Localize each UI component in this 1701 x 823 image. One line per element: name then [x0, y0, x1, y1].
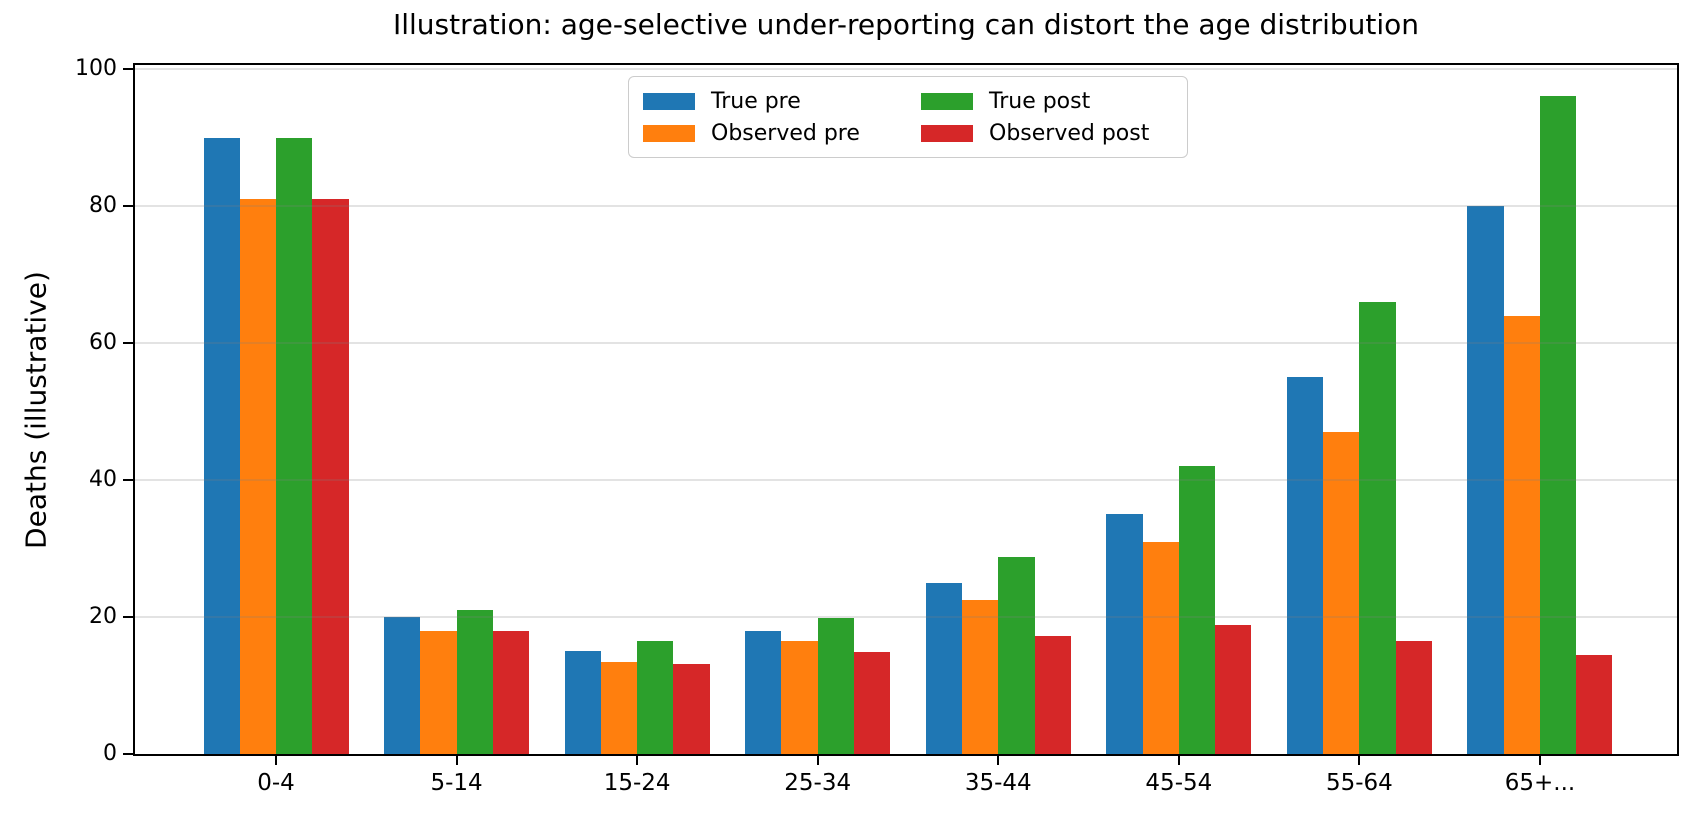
bar-true-post-45-54 [1178, 466, 1216, 754]
xtick-mark-25-34 [816, 756, 819, 765]
legend-item-true-pre: True pre [643, 86, 921, 116]
ytick-label-60: 60 [89, 330, 117, 355]
bar-true-post-5-14 [456, 610, 493, 754]
chart-title: Illustration: age-selective under-report… [392, 8, 1420, 41]
gridline-y-40 [135, 479, 1677, 481]
ytick-mark-80 [123, 205, 133, 207]
xtick-label-45-54: 45-54 [1145, 770, 1213, 796]
legend-label-true-pre: True pre [711, 88, 801, 114]
bar-observed-post-25-34 [853, 651, 891, 754]
xtick-mark-65 [1538, 756, 1541, 765]
plot-area: 0 20 40 60 80 100 0-4 5-14 15-24 25-34 35-44 45-54… [75, 58, 1679, 796]
ytick-mark-0 [123, 753, 133, 755]
bar-true-pre-55-64 [1286, 377, 1324, 754]
bar-observed-post-55-64 [1395, 640, 1432, 754]
bar-observed-pre-0-4 [239, 199, 276, 754]
ytick-mark-20 [123, 616, 133, 618]
gridline-y-60 [135, 342, 1677, 344]
xtick-mark-35-44 [997, 756, 1000, 765]
gridline-y-20 [135, 616, 1677, 618]
xtick-mark-55-64 [1358, 756, 1361, 765]
bar-true-pre-65 [1467, 206, 1504, 754]
bar-observed-pre-25-34 [781, 640, 818, 754]
legend: True pre Observed pre True post Observed po… [628, 76, 1188, 158]
ytick-label-40: 40 [89, 467, 117, 492]
legend-item-observed-pre: Observed pre [643, 118, 921, 148]
bar-true-post-55-64 [1359, 301, 1396, 754]
ytick-mark-60 [123, 342, 133, 344]
bar-observed-pre-45-54 [1142, 541, 1179, 754]
xtick-mark-45-54 [1177, 756, 1180, 765]
xtick-label-25-34: 25-34 [784, 770, 852, 796]
gridline-y-100 [135, 68, 1677, 70]
xtick-label-5-14: 5-14 [430, 770, 483, 796]
bar-observed-post-0-4 [312, 199, 349, 754]
ytick-mark-100 [123, 68, 133, 70]
ytick-mark-40 [123, 479, 133, 481]
legend-label-true-post: True post [989, 88, 1091, 114]
bar-observed-pre-65 [1503, 315, 1540, 754]
xtick-mark-15-24 [636, 756, 639, 765]
bar-true-post-25-34 [817, 618, 854, 754]
legend-label-observed-pre: Observed pre [711, 120, 860, 146]
bar-observed-pre-5-14 [420, 630, 457, 754]
xtick-label-35-44: 35-44 [964, 770, 1032, 796]
legend-item-observed-post: Observed post [921, 118, 1173, 148]
legend-swatch-observed-post [921, 124, 973, 142]
legend-swatch-true-post [921, 92, 973, 110]
xtick-mark-0-4 [275, 756, 277, 765]
bar-observed-post-15-24 [673, 663, 710, 754]
legend-swatch-observed-pre [643, 124, 695, 142]
bar-observed-post-65 [1576, 655, 1613, 754]
bar-observed-post-45-54 [1215, 624, 1252, 754]
bar-true-pre-45-54 [1106, 514, 1143, 754]
xtick-label-15-24: 15-24 [603, 770, 671, 796]
xtick-label-0-4: 0-4 [257, 770, 295, 796]
ytick-label-20: 20 [89, 604, 117, 629]
ytick-label-80: 80 [89, 193, 117, 218]
legend-item-true-post: True post [921, 86, 1173, 116]
bar-observed-post-5-14 [492, 631, 530, 754]
bar-true-pre-25-34 [745, 630, 782, 754]
bar-observed-pre-35-44 [962, 599, 999, 754]
bar-true-pre-0-4 [203, 137, 240, 754]
bar-true-post-65 [1539, 96, 1577, 754]
ytick-label-0: 0 [103, 741, 117, 766]
bar-observed-pre-15-24 [600, 661, 638, 754]
xtick-label-55-64: 55-64 [1325, 770, 1393, 796]
bar-true-post-35-44 [998, 557, 1035, 754]
ytick-label-100: 100 [75, 56, 117, 81]
bar-true-pre-35-44 [925, 582, 963, 754]
legend-label-observed-post: Observed post [989, 120, 1150, 146]
bar-true-post-15-24 [637, 640, 674, 754]
bar-true-pre-15-24 [564, 651, 601, 754]
y-axis-title: Deaths (illustrative) [19, 271, 53, 549]
gridline-y-80 [135, 205, 1677, 207]
bar-true-post-0-4 [276, 137, 313, 754]
xtick-mark-5-14 [455, 756, 458, 765]
xtick-label-65: 65+... [1504, 770, 1576, 796]
bar-true-pre-5-14 [384, 617, 421, 754]
bar-observed-post-35-44 [1034, 636, 1071, 754]
bar-observed-pre-55-64 [1323, 432, 1360, 754]
legend-swatch-true-pre [643, 92, 695, 110]
